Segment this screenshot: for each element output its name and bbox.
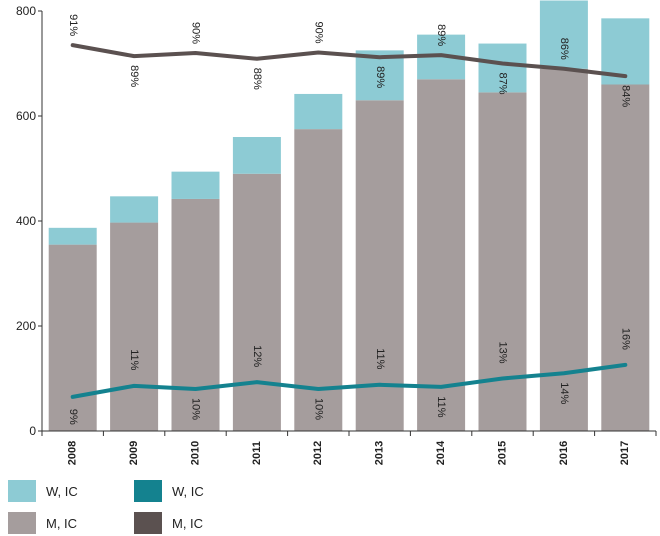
axes-group: 0 200 400 600 800 2008 2009 2010 2011 2012 2013 201… — [16, 4, 657, 465]
y-tick-label: 200 — [16, 319, 36, 333]
label-w-ic-2008: 9% — [67, 409, 79, 425]
bar-w-ic-2008 — [48, 227, 97, 245]
legend-swatch — [134, 480, 162, 502]
x-tick-label: 2016 — [558, 441, 570, 465]
label-m-ic-2012: 90% — [312, 21, 324, 43]
bar-m-ic-2013 — [355, 100, 404, 431]
x-tick-label: 2008 — [67, 441, 79, 465]
legend: W, IC W, IC M, IC M, IC — [0, 472, 660, 536]
label-m-ic-2016: 86% — [558, 38, 570, 60]
bar-m-ic-2015 — [478, 92, 527, 431]
x-tick-label: 2012 — [312, 441, 324, 465]
legend-item-m-ic-line: M, IC — [134, 512, 203, 534]
legend-label: M, IC — [172, 515, 204, 531]
bar-m-ic-2017 — [601, 84, 650, 431]
label-w-ic-2016: 14% — [558, 382, 570, 404]
label-m-ic-2013: 89% — [374, 66, 386, 88]
x-tick-label: 2011 — [251, 441, 263, 465]
line-m-ic — [70, 43, 628, 79]
label-m-ic-2015: 87% — [497, 72, 509, 94]
bar-w-ic-2016 — [539, 0, 588, 69]
label-m-ic-2008: 91% — [67, 14, 79, 36]
label-w-ic-2011: 12% — [251, 345, 263, 367]
legend-item-m-ic-bar: M, IC — [8, 512, 77, 534]
label-m-ic-2017: 84% — [619, 85, 631, 107]
bar-w-ic-2015 — [478, 43, 527, 93]
bar-m-ic-2011 — [232, 173, 281, 431]
x-tick-label: 2017 — [619, 441, 631, 465]
bars-group — [48, 0, 650, 431]
chart-svg: 91% 89% 90% 88% 90% 89% 89% 87% 86% 84% 9% 11% 10% 12… — [16, 0, 657, 465]
bar-w-ic-2012 — [294, 93, 343, 130]
legend-swatch — [8, 512, 36, 534]
label-w-ic-2014: 11% — [435, 396, 447, 417]
line-w-ic — [70, 362, 628, 399]
y-tick-label: 600 — [16, 109, 36, 123]
y-tick-label: 800 — [16, 4, 36, 18]
legend-swatch — [134, 512, 162, 534]
label-w-ic-2015: 13% — [497, 341, 509, 363]
x-tick-label: 2013 — [374, 441, 386, 465]
bar-w-ic-2010 — [171, 171, 220, 199]
legend-label: W, IC — [46, 483, 78, 499]
legend-label: M, IC — [46, 515, 78, 531]
lines-group — [70, 43, 628, 399]
x-tick-label: 2009 — [128, 441, 140, 465]
label-w-ic-2012: 10% — [312, 398, 324, 420]
label-m-ic-2009: 89% — [128, 65, 140, 87]
bar-m-ic-2014 — [417, 79, 466, 431]
percent-labels-group: 91% 89% 90% 88% 90% 89% 89% 87% 86% 84% 9% 11% 10% 12… — [67, 14, 632, 425]
bar-m-ic-2008 — [48, 244, 97, 431]
label-w-ic-2010: 10% — [190, 398, 202, 420]
bar-m-ic-2009 — [110, 222, 159, 431]
legend-item-w-ic-bar: W, IC — [8, 480, 78, 502]
bar-w-ic-2009 — [110, 196, 159, 223]
legend-swatch — [8, 480, 36, 502]
legend-label: W, IC — [172, 483, 204, 499]
label-m-ic-2014: 89% — [435, 24, 447, 46]
legend-item-w-ic-line: W, IC — [134, 480, 204, 502]
bar-m-ic-2012 — [294, 129, 343, 431]
label-w-ic-2013: 11% — [374, 348, 386, 369]
x-tick-label: 2014 — [435, 440, 447, 465]
y-tick-label: 0 — [29, 424, 36, 438]
label-m-ic-2011: 88% — [251, 68, 263, 90]
label-m-ic-2010: 90% — [190, 22, 202, 44]
label-w-ic-2017: 16% — [619, 328, 631, 350]
y-tick-label: 400 — [16, 214, 36, 228]
x-tick-label: 2010 — [189, 441, 201, 465]
label-w-ic-2009: 11% — [128, 349, 140, 370]
bar-m-ic-2010 — [171, 198, 220, 431]
x-tick-label: 2015 — [496, 441, 508, 465]
bar-w-ic-2011 — [232, 137, 281, 174]
